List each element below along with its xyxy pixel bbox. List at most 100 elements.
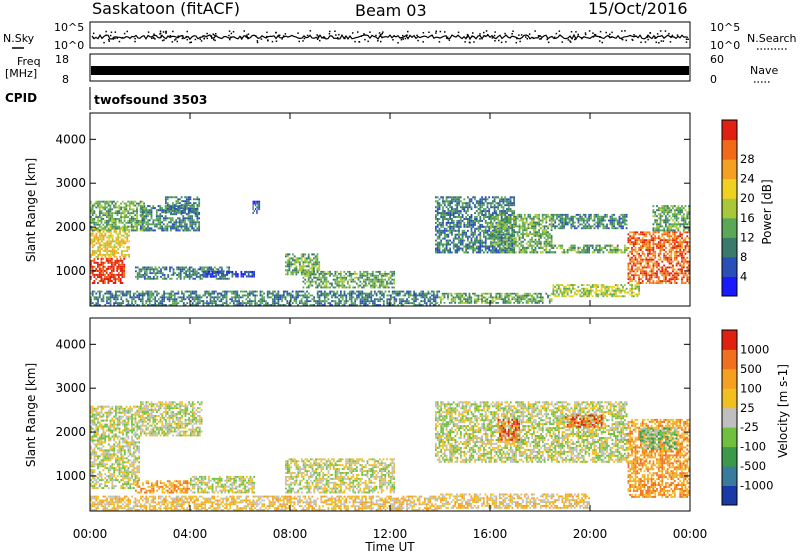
heatmap-cell — [295, 265, 298, 268]
heatmap-cell — [95, 261, 98, 264]
heatmap-cell — [168, 298, 171, 301]
heatmap-cell — [273, 290, 276, 293]
heatmap-cell — [93, 202, 96, 205]
heatmap-cell — [241, 300, 244, 303]
heatmap-cell — [316, 294, 319, 297]
heatmap-cell — [475, 294, 478, 297]
heatmap-cell — [338, 280, 340, 283]
heatmap-cell — [206, 290, 208, 293]
heatmap-cell — [423, 296, 426, 299]
heatmap-cell — [495, 229, 498, 232]
heatmap-cell — [556, 246, 558, 249]
heatmap-cell — [295, 271, 298, 274]
nsky-point — [108, 40, 110, 42]
heatmap-cell — [162, 229, 165, 232]
heatmap-cell — [91, 208, 94, 211]
heatmap-cell — [154, 223, 156, 226]
heatmap-cell — [105, 269, 108, 272]
heatmap-cell — [129, 304, 132, 306]
heatmap-cell — [495, 213, 498, 216]
heatmap-cell — [427, 298, 430, 301]
heatmap-cell — [502, 246, 505, 249]
heatmap-cell — [345, 298, 348, 301]
heatmap-cell — [147, 294, 149, 297]
heatmap-cell — [154, 219, 156, 222]
heatmap-cell — [98, 267, 101, 270]
heatmap-cell — [435, 239, 437, 242]
heatmap-cell — [121, 276, 124, 278]
heatmap-cell — [463, 221, 466, 224]
heatmap-cell — [334, 302, 337, 305]
heatmap-cell — [379, 282, 381, 285]
heatmap-cell — [504, 221, 507, 224]
nsky-point — [240, 38, 243, 40]
heatmap-cell — [440, 296, 442, 299]
heatmap-cell — [515, 251, 517, 254]
heatmap-cell — [607, 219, 610, 222]
heatmap-cell — [97, 230, 100, 233]
heatmap-cell — [179, 211, 181, 214]
heatmap-cell — [188, 274, 191, 276]
heatmap-cell — [440, 196, 443, 199]
heatmap-cell — [196, 217, 199, 220]
heatmap-cell — [404, 292, 407, 295]
heatmap-cell — [493, 215, 496, 218]
heatmap-cell — [111, 225, 114, 228]
heatmap-cell — [254, 296, 257, 299]
heatmap-cell — [518, 231, 521, 234]
nsky-point — [154, 38, 156, 40]
heatmap-cell — [126, 238, 129, 241]
heatmap-cell — [225, 296, 228, 299]
heatmap-cell — [472, 231, 475, 234]
heatmap-cell — [281, 304, 283, 306]
heatmap-cell — [534, 223, 537, 226]
heatmap-cell — [432, 290, 435, 293]
heatmap-cell — [361, 292, 364, 295]
heatmap-cell — [445, 221, 448, 224]
heatmap-cell — [343, 302, 346, 305]
heatmap-cell — [532, 235, 535, 237]
heatmap-cell — [256, 202, 258, 205]
heatmap-cell — [154, 225, 156, 228]
heatmap-cell — [322, 282, 324, 285]
heatmap-cell — [120, 216, 122, 218]
heatmap-cell — [461, 229, 464, 232]
heatmap-cell — [104, 206, 106, 209]
heatmap-cell — [404, 302, 407, 305]
heatmap-cell — [193, 204, 195, 206]
heatmap-cell — [311, 259, 314, 262]
heatmap-cell — [443, 200, 446, 203]
heatmap-cell — [484, 241, 487, 244]
heatmap-cell — [541, 213, 544, 216]
heatmap-cell — [306, 290, 308, 293]
heatmap-cell — [477, 204, 480, 207]
heatmap-cell — [291, 302, 294, 305]
heatmap-cell — [491, 196, 494, 199]
heatmap-cell — [98, 223, 101, 226]
heatmap-cell — [442, 200, 444, 203]
heatmap-cell — [285, 261, 287, 264]
heatmap-cell — [377, 300, 380, 303]
heatmap-cell — [452, 214, 455, 216]
heatmap-cell — [352, 280, 355, 283]
heatmap-cell — [156, 275, 159, 278]
heatmap-cell — [158, 266, 161, 269]
heatmap-cell — [106, 298, 108, 301]
heatmap-cell — [191, 208, 194, 210]
nsky-point — [588, 30, 591, 32]
heatmap-cell — [202, 302, 205, 305]
heatmap-cell — [498, 292, 501, 295]
heatmap-cell — [511, 202, 514, 205]
heatmap-cell — [590, 215, 592, 218]
heatmap-cell — [554, 227, 557, 230]
heatmap-cell — [261, 294, 264, 297]
heatmap-cell — [226, 273, 228, 276]
heatmap-cell — [252, 200, 254, 203]
heatmap-cell — [307, 257, 310, 260]
heatmap-cell — [345, 286, 347, 289]
heatmap-cell — [182, 211, 185, 214]
heatmap-cell — [366, 304, 369, 306]
heatmap-cell — [586, 227, 589, 230]
heatmap-cell — [382, 286, 385, 289]
heatmap-cell — [126, 250, 129, 252]
